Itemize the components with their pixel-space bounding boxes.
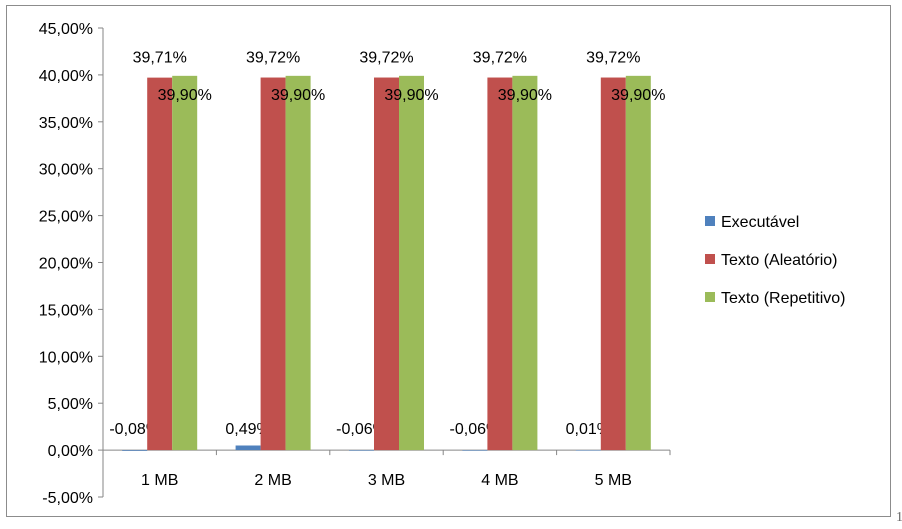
bar-0-0 (122, 450, 148, 451)
bar-1-1 (260, 77, 286, 451)
bar-2-1 (285, 75, 311, 451)
x-category-label: 1 MB (141, 472, 178, 489)
data-label-2-0: 39,90% (158, 87, 212, 104)
y-tick-label: -5,00% (42, 490, 93, 507)
y-tick-label: 10,00% (39, 349, 93, 366)
x-category-label: 4 MB (481, 472, 518, 489)
data-label-1-4: 39,72% (586, 50, 640, 67)
y-tick-label: 25,00% (39, 209, 93, 226)
bar-0-1 (235, 445, 261, 451)
bar-1-4 (600, 77, 626, 451)
data-label-0-4: 0,01% (566, 421, 611, 438)
bar-1-3 (487, 77, 513, 451)
x-category-label: 5 MB (595, 472, 632, 489)
bar-2-0 (172, 75, 198, 451)
data-label-2-2: 39,90% (384, 87, 438, 104)
bar-2-4 (625, 75, 651, 451)
bar-2-3 (512, 75, 538, 451)
y-tick-label: 35,00% (39, 115, 93, 132)
bar-2-2 (399, 75, 424, 451)
bar-0-2 (349, 450, 374, 451)
data-label-1-2: 39,72% (359, 50, 413, 67)
data-label-1-3: 39,72% (473, 50, 527, 67)
data-label-1-1: 39,72% (246, 50, 300, 67)
y-tick-label: 30,00% (39, 162, 93, 179)
bar-0-3 (462, 450, 488, 451)
bar-1-0 (147, 77, 173, 451)
data-label-1-0: 39,71% (133, 50, 187, 67)
y-tick-label: 20,00% (39, 256, 93, 273)
y-tick-label: 15,00% (39, 302, 93, 319)
bar-0-4 (575, 450, 601, 451)
legend-label-1: Texto (Aleatório) (721, 252, 838, 269)
y-tick-label: 40,00% (39, 68, 93, 85)
page-number: 1 (896, 510, 902, 525)
bar-1-2 (374, 77, 399, 451)
legend-label-0: Executável (721, 214, 799, 231)
data-label-2-1: 39,90% (271, 87, 325, 104)
y-tick-label: 5,00% (48, 396, 93, 413)
data-label-2-3: 39,90% (498, 87, 552, 104)
data-label-2-4: 39,90% (611, 87, 665, 104)
legend-swatch-0 (705, 216, 715, 226)
legend-swatch-1 (705, 254, 715, 264)
y-tick-label: 45,00% (39, 21, 93, 38)
legend-label-2: Texto (Repetitivo) (721, 290, 846, 307)
x-category-label: 2 MB (254, 472, 291, 489)
legend-swatch-2 (705, 292, 715, 302)
data-label-0-1: 0,49% (225, 421, 270, 438)
y-tick-label: 0,00% (48, 443, 93, 460)
x-category-label: 3 MB (368, 472, 405, 489)
